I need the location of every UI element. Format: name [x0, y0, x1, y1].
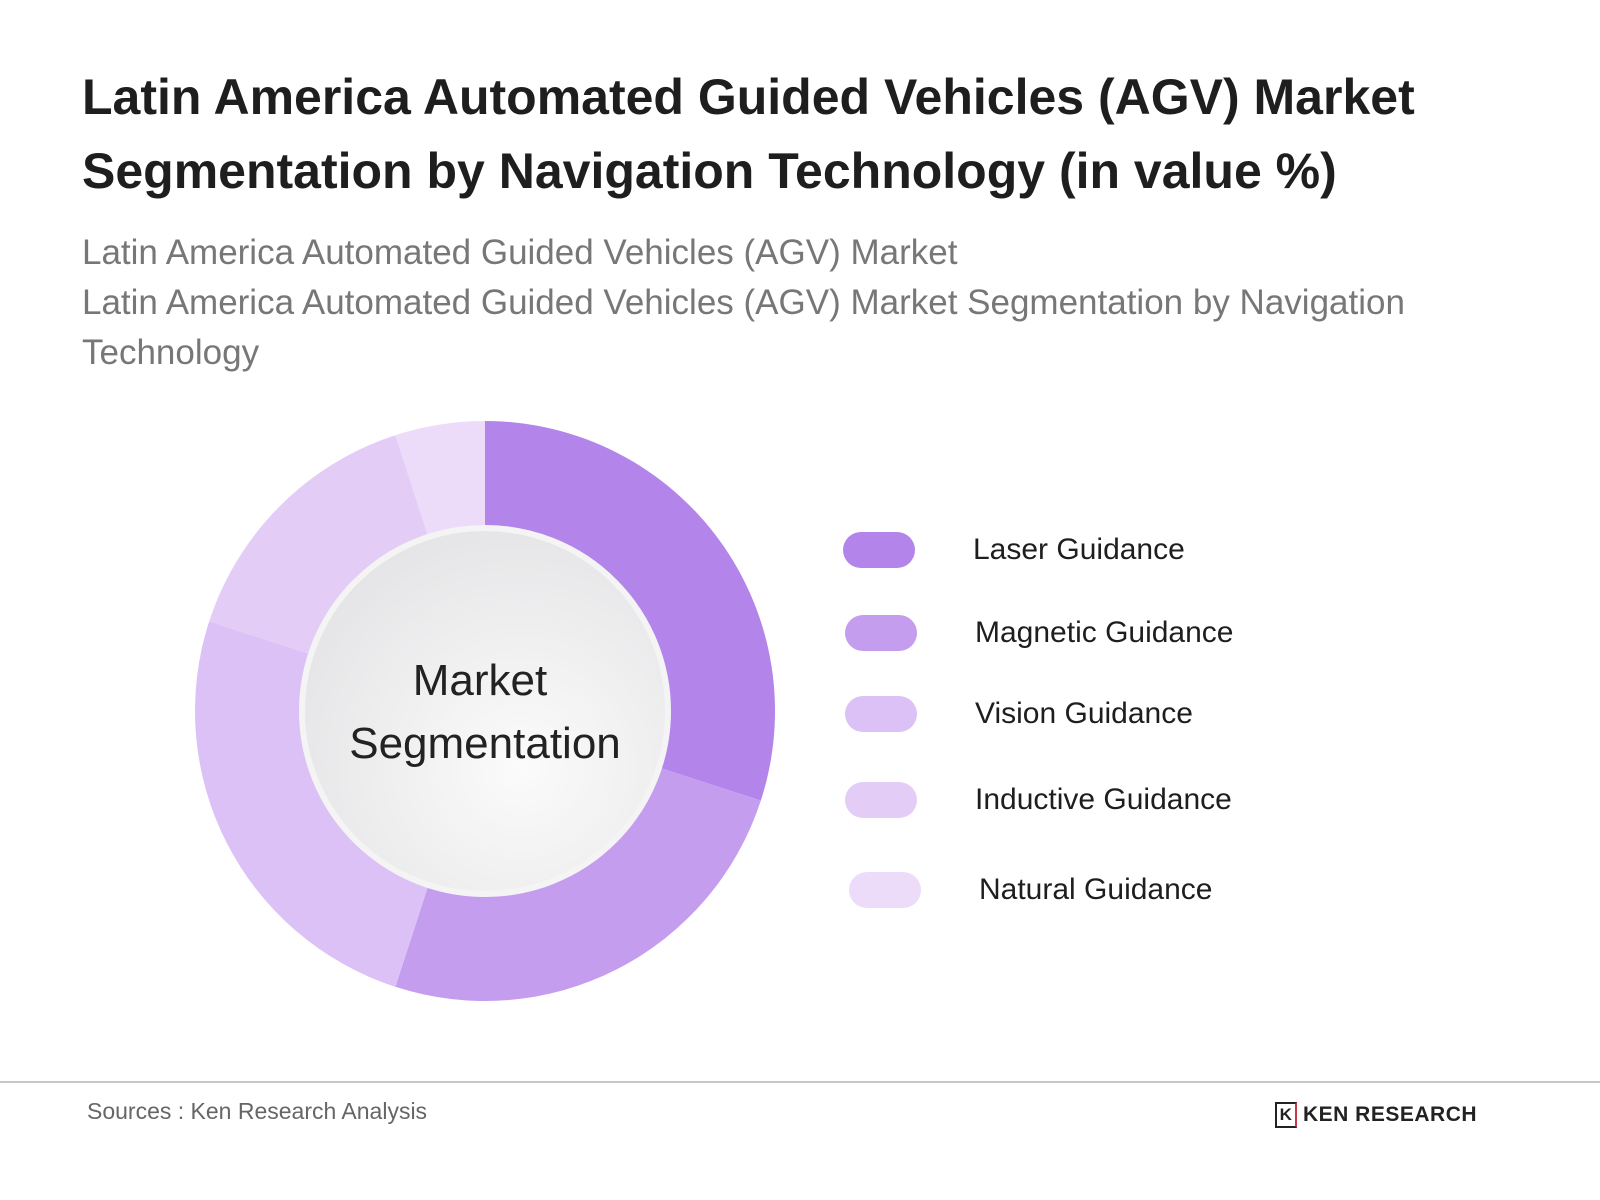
- ken-research-logo: K KEN RESEARCH: [1275, 1102, 1477, 1128]
- logo-k-icon: K: [1275, 1102, 1297, 1128]
- legend-swatch: [845, 696, 917, 732]
- logo-text: KEN RESEARCH: [1303, 1103, 1478, 1126]
- legend-item: Natural Guidance: [849, 872, 1212, 908]
- legend-swatch: [849, 872, 921, 908]
- source-note: Sources : Ken Research Analysis: [87, 1098, 428, 1124]
- legend-item: Laser Guidance: [843, 532, 1185, 568]
- center-label-line: Market: [413, 656, 547, 705]
- legend-label: Vision Guidance: [975, 697, 1193, 730]
- center-label-line: Segmentation: [349, 719, 621, 768]
- legend-label: Laser Guidance: [973, 533, 1185, 566]
- legend-item: Inductive Guidance: [845, 782, 1232, 818]
- subtitle-line: Latin America Automated Guided Vehicles …: [82, 233, 958, 272]
- donut-center: [299, 525, 671, 897]
- chart-subtitle: Latin America Automated Guided Vehicles …: [82, 228, 1542, 378]
- legend-item: Vision Guidance: [845, 696, 1193, 732]
- legend-label: Natural Guidance: [979, 873, 1213, 906]
- legend-swatch: [843, 532, 915, 568]
- legend-label: Inductive Guidance: [975, 783, 1232, 816]
- legend-item: Magnetic Guidance: [845, 615, 1234, 651]
- chart-title: Latin America Automated Guided Vehicles …: [82, 69, 1415, 199]
- legend-label: Magnetic Guidance: [975, 616, 1234, 649]
- legend-swatch: [845, 615, 917, 651]
- subtitle-line: Latin America Automated Guided Vehicles …: [82, 283, 1405, 372]
- legend-swatch: [845, 782, 917, 818]
- footer-divider: [0, 1081, 1600, 1083]
